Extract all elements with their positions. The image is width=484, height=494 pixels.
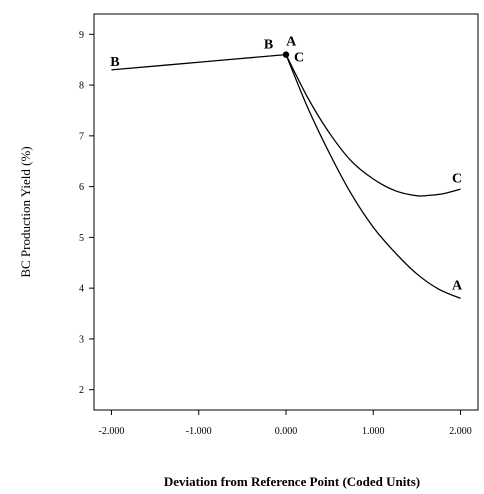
- x-axis-title: Deviation from Reference Point (Coded Un…: [164, 474, 420, 489]
- series-label-a: A: [452, 279, 463, 294]
- y-tick-label: 5: [79, 233, 84, 244]
- series-label-a: A: [286, 34, 297, 49]
- plot-frame: [93, 13, 479, 411]
- x-tick-label: 0.000: [275, 426, 298, 437]
- x-axis-ticks: -2.000 -1.000 0.000 1.000 2.000: [99, 410, 472, 437]
- x-tick-label: -1.000: [186, 426, 212, 437]
- y-tick-label: 7: [79, 131, 84, 142]
- x-tick-label: -2.000: [99, 426, 125, 437]
- series-layer: [111, 53, 461, 299]
- y-tick-label: 2: [79, 385, 84, 396]
- series-line-c: [285, 54, 461, 197]
- y-axis-title: BC Production Yield (%): [18, 146, 33, 277]
- reference-point-marker: [282, 51, 290, 58]
- series-label-c: C: [294, 51, 304, 66]
- series-label-b: B: [264, 38, 273, 53]
- y-tick-label: 3: [79, 334, 84, 345]
- y-tick-label: 8: [79, 81, 84, 92]
- y-tick-label: 9: [79, 30, 84, 41]
- x-tick-label: 1.000: [362, 426, 385, 437]
- series-label-c: C: [452, 172, 462, 187]
- y-axis-ticks: 2 3 4 5 6 7 8 9: [79, 30, 94, 396]
- x-tick-label: 2.000: [449, 426, 472, 437]
- y-tick-label: 6: [79, 182, 84, 193]
- series-line-b: [111, 53, 287, 71]
- series-line-a: [285, 54, 461, 299]
- series-label-b: B: [110, 55, 119, 70]
- y-tick-label: 4: [79, 284, 84, 295]
